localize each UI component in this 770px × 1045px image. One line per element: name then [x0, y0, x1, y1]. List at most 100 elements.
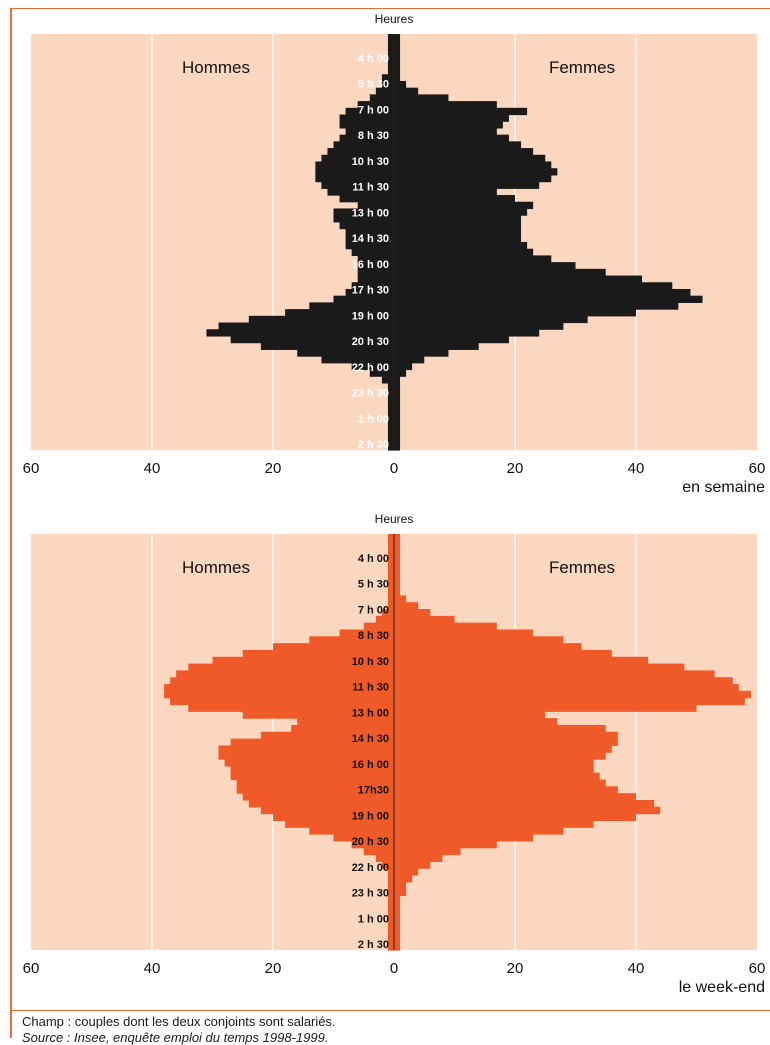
bar-hommes: [363, 622, 394, 631]
bar-femmes: [394, 888, 407, 897]
bar-hommes: [387, 874, 394, 883]
bar-hommes: [285, 309, 394, 317]
bar-femmes: [394, 534, 401, 542]
bar-femmes: [394, 288, 691, 297]
bar-hommes: [387, 67, 394, 75]
bar-hommes: [333, 834, 394, 842]
bar-femmes: [394, 704, 697, 712]
bar-femmes: [394, 168, 558, 176]
y-tick-label: 1 h 00: [358, 413, 389, 425]
chart-caption: le week-end: [679, 979, 765, 996]
bar-femmes: [394, 902, 401, 910]
bar-femmes: [394, 581, 401, 590]
y-tick-label: 14 h 30: [352, 733, 389, 745]
y-tick-label: 7 h 00: [358, 104, 389, 116]
bar-femmes: [394, 588, 401, 596]
bar-femmes: [394, 649, 612, 658]
bar-hommes: [230, 772, 394, 781]
bar-femmes: [394, 540, 401, 549]
y-tick-label: 19 h 00: [352, 810, 389, 822]
bar-femmes: [394, 356, 425, 364]
bar-hommes: [387, 581, 394, 590]
bar-femmes: [394, 861, 431, 869]
bar-femmes: [394, 403, 401, 411]
bar-femmes: [394, 161, 552, 169]
x-tick-label: 60: [23, 460, 40, 477]
footer-champ: Champ : couples dont les deux conjoints …: [22, 1014, 336, 1029]
bar-femmes: [394, 806, 661, 815]
y-tick-label: 22 h 00: [352, 862, 389, 874]
bar-femmes: [394, 369, 407, 377]
y-tick-label: 16 h 00: [352, 759, 389, 771]
bar-hommes: [218, 745, 394, 753]
bar-hommes: [345, 107, 394, 116]
y-tick-label: 16 h 00: [352, 259, 389, 271]
y-tick-label: 17h30: [358, 785, 389, 797]
y-tick-label: 5 h 30: [358, 579, 389, 591]
bar-hommes: [309, 302, 394, 310]
x-tick-label: 60: [749, 960, 766, 977]
bar-hommes: [387, 895, 394, 903]
bar-hommes: [351, 248, 394, 257]
bar-hommes: [242, 649, 394, 658]
bar-femmes: [394, 382, 401, 391]
x-tick-label: 0: [390, 960, 398, 977]
bar-hommes: [327, 148, 394, 156]
label-hommes: Hommes: [182, 558, 250, 577]
bar-femmes: [394, 636, 564, 644]
bar-femmes: [394, 772, 600, 781]
bar-hommes: [387, 389, 394, 397]
bar-femmes: [394, 615, 455, 624]
y-tick-label: 22 h 00: [352, 362, 389, 374]
bar-femmes: [394, 221, 522, 230]
bar-femmes: [394, 349, 449, 357]
chart-caption: en semaine: [682, 479, 765, 496]
bar-femmes: [394, 322, 564, 330]
bar-femmes: [394, 94, 449, 102]
bar-femmes: [394, 409, 401, 418]
bar-hommes: [381, 74, 394, 82]
bar-femmes: [394, 574, 401, 583]
bar-hommes: [387, 574, 394, 583]
bar-femmes: [394, 148, 534, 156]
bar-hommes: [188, 704, 394, 712]
bar-hommes: [381, 609, 394, 617]
bar-hommes: [236, 779, 394, 787]
bar-hommes: [273, 643, 394, 651]
bar-hommes: [369, 369, 394, 377]
bar-hommes: [321, 154, 394, 163]
bar-femmes: [394, 181, 540, 189]
bar-femmes: [394, 718, 558, 726]
x-tick-label: 20: [507, 960, 524, 977]
bar-hommes: [242, 711, 394, 719]
bar-hommes: [357, 201, 394, 210]
bar-hommes: [333, 295, 394, 303]
bar-femmes: [394, 362, 413, 371]
series-hommes: [164, 534, 394, 951]
bar-femmes: [394, 745, 612, 753]
bar-femmes: [394, 820, 594, 828]
bar-hommes: [315, 174, 394, 183]
bar-hommes: [230, 765, 394, 774]
bar-femmes: [394, 201, 534, 210]
bar-hommes: [387, 47, 394, 55]
bar-femmes: [394, 74, 401, 82]
bar-hommes: [351, 840, 394, 849]
bar-femmes: [394, 54, 401, 62]
x-tick-label: 40: [628, 460, 645, 477]
x-tick-label: 40: [628, 960, 645, 977]
bar-hommes: [387, 429, 394, 438]
bar-femmes: [394, 643, 582, 651]
bar-hommes: [309, 827, 394, 835]
y-tick-label: 14 h 30: [352, 233, 389, 245]
bar-femmes: [394, 121, 503, 129]
bar-femmes: [394, 134, 509, 142]
y-tick-label: 2 h 30: [358, 939, 389, 951]
bar-hommes: [357, 262, 394, 270]
chart-weekend: Heures Hommes Femmes 4 h 00 5 h 30 7 h 00 8 h …: [23, 512, 766, 996]
bar-hommes: [309, 636, 394, 644]
bar-hommes: [363, 847, 394, 856]
bar-hommes: [387, 443, 394, 451]
bar-femmes: [394, 127, 497, 136]
bar-femmes: [394, 302, 679, 310]
